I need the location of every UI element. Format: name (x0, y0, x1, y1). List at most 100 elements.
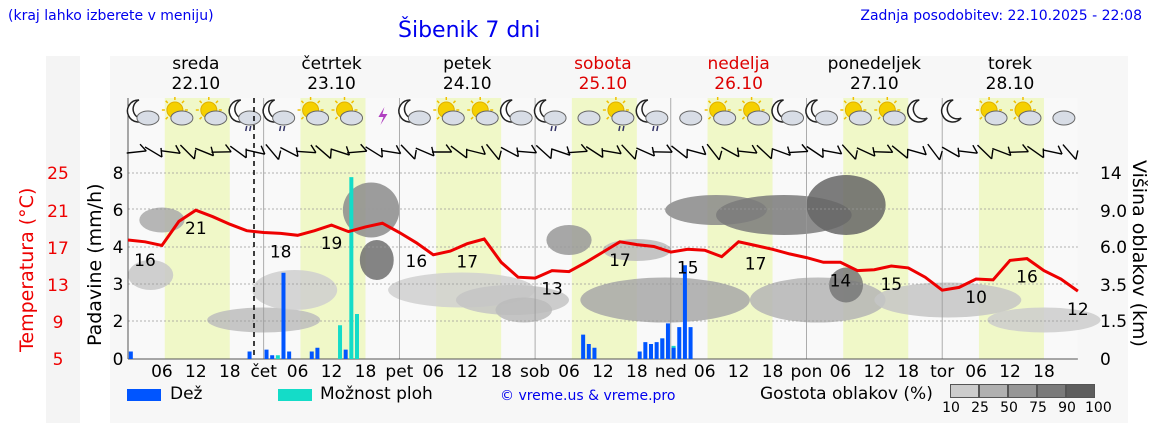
cloud-shape (1052, 110, 1076, 126)
cloud-density-tick: 10 (942, 400, 960, 416)
x-tick: 12 (592, 362, 614, 382)
wind-shaft (788, 150, 808, 154)
wind-shaft (822, 149, 842, 155)
rain-bar (315, 347, 320, 359)
x-tick: 18 (762, 362, 784, 382)
x-tick: 06 (422, 362, 444, 382)
wind-feather (938, 150, 943, 161)
wind-shaft (280, 146, 299, 158)
wind-barb (891, 145, 909, 159)
precipitation-tick: 3 (113, 275, 124, 295)
wind-shaft (771, 147, 791, 157)
wind-shaft (585, 146, 604, 158)
wind-shaft (160, 149, 181, 155)
sun-ray (995, 100, 999, 104)
cloud-density-swatch (1008, 384, 1037, 398)
sun-ray (199, 116, 203, 120)
cloud-height-tick: 9.0 (1100, 202, 1127, 222)
wind-barb (567, 143, 588, 154)
wind-barb (927, 143, 943, 161)
wind-shaft (686, 148, 706, 156)
temperature-label: 14 (830, 271, 852, 291)
sun-ray (758, 100, 762, 104)
wind-shaft (891, 145, 908, 159)
sun-ray (334, 116, 338, 120)
cloud-shape (136, 110, 160, 126)
temperature-tick: 9 (53, 313, 64, 333)
sun-ray (979, 116, 983, 120)
sun-cloud-icon (1009, 97, 1042, 126)
wind-barbs-row (126, 143, 1079, 161)
day-header: nedelja 26.10 (684, 54, 794, 94)
wind-barb (144, 146, 163, 158)
region-note[interactable]: (kraj lahko izberete v meniju) (8, 8, 214, 24)
wind-feather (329, 149, 332, 159)
cloud-shape (272, 110, 296, 126)
temperature-tick: 5 (53, 350, 64, 370)
wind-shaft (415, 147, 435, 157)
wind-shaft (671, 145, 688, 159)
wind-feather (395, 145, 402, 154)
wind-barb (1042, 145, 1063, 155)
wind-barb (686, 145, 707, 156)
temperature-label: 16 (406, 252, 428, 272)
temperature-label: 17 (456, 253, 478, 273)
x-tick: 18 (490, 362, 512, 382)
wind-feather (854, 150, 858, 160)
wind-barb (365, 146, 384, 158)
day-name: nedelja (707, 54, 770, 74)
precipitation-bars (128, 177, 693, 359)
temperature-label: 15 (880, 275, 902, 295)
copyright-link[interactable]: © vreme.us & vreme.pro (500, 388, 676, 404)
wind-shaft (245, 149, 265, 155)
day-date: 25.10 (578, 74, 628, 94)
moon-cloud-icon (771, 99, 805, 126)
sun-ray (622, 100, 626, 104)
wind-feather (634, 150, 638, 160)
wind-feather (770, 149, 774, 159)
wind-barb (465, 145, 486, 156)
cloud-shape (882, 110, 906, 126)
rain-bar (264, 349, 269, 359)
temperature-line (127, 208, 1079, 293)
wind-feather (701, 145, 707, 155)
cloud-density-tick: 100 (1085, 400, 1112, 416)
wind-barb (485, 143, 502, 161)
day-header: četrtek 23.10 (277, 54, 387, 94)
rain-bar (660, 338, 665, 359)
rain-drop (622, 125, 625, 132)
x-tick: 18 (626, 362, 648, 382)
cloud-region (829, 267, 864, 303)
rain-bar (682, 265, 687, 359)
rain-bar (128, 351, 133, 359)
cloud-region (874, 282, 1022, 318)
x-tick: 12 (185, 362, 207, 382)
sun-ray (877, 100, 881, 104)
cloud-shape (679, 110, 703, 126)
wind-barb (671, 145, 688, 159)
wind-shaft (400, 144, 416, 160)
wind-shaft (621, 144, 636, 160)
wind-shaft (516, 150, 537, 154)
day-header: sobota 25.10 (548, 54, 658, 94)
shower-bar (338, 325, 343, 359)
sun-ray (1013, 116, 1017, 120)
wind-feather (277, 150, 282, 160)
wind-barb (721, 146, 740, 158)
wind-barb (160, 144, 181, 155)
wind-barb (977, 144, 994, 160)
sun-cloud-icon (433, 97, 465, 126)
day-date: 27.10 (849, 74, 899, 94)
wind-shaft (500, 146, 519, 158)
wind-barb (957, 144, 979, 154)
cloud-density-tick: 75 (1029, 400, 1047, 416)
moon-cloud-icon (805, 99, 838, 126)
rain-bar (287, 351, 292, 359)
wind-feather (566, 146, 571, 156)
temperature-tick: 21 (47, 202, 69, 222)
cloud-shape (340, 110, 364, 126)
sun-cloud-icon (467, 97, 499, 126)
x-tick: 18 (897, 362, 919, 382)
wind-barb (941, 146, 960, 158)
sun-ray (470, 100, 474, 104)
